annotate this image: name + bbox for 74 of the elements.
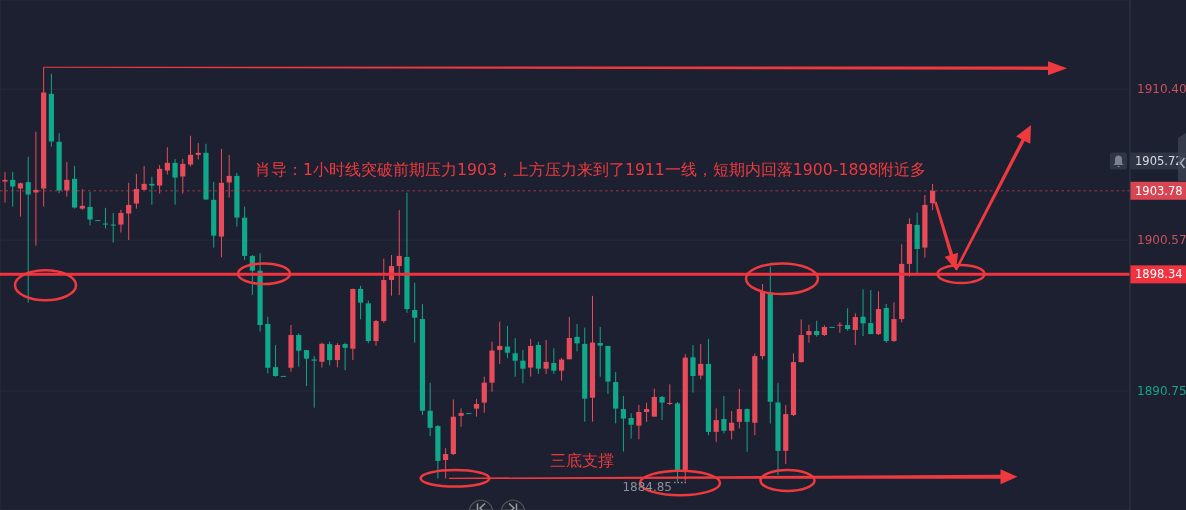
candlestick	[659, 395, 665, 421]
candlestick	[744, 407, 750, 453]
candlestick	[721, 395, 727, 434]
candlestick	[512, 337, 518, 378]
candlestick	[110, 212, 116, 244]
candlestick	[497, 321, 503, 365]
candlestick	[149, 176, 155, 206]
candlestick	[597, 326, 603, 378]
candlestick	[558, 357, 565, 382]
candlestick	[868, 289, 874, 335]
candlestick	[319, 342, 325, 368]
candlestick	[17, 181, 24, 218]
candlestick	[551, 347, 557, 375]
candlestick	[535, 341, 541, 375]
candlestick	[458, 407, 464, 428]
candlestick	[837, 321, 843, 334]
candlestick	[373, 319, 379, 347]
candlestick	[713, 407, 719, 443]
candlestick	[342, 342, 348, 371]
candlestick	[311, 355, 317, 409]
candlestick	[698, 343, 704, 380]
candlestick	[651, 388, 657, 418]
candlestick	[357, 285, 364, 320]
candlestick	[860, 288, 866, 337]
candlestick	[528, 338, 534, 378]
candlestick	[543, 339, 549, 375]
candlestick	[164, 146, 170, 176]
candlestick	[327, 341, 333, 366]
annotation: 三底支撑	[550, 450, 614, 470]
candlestick	[644, 402, 650, 423]
candlestick	[25, 156, 31, 304]
candlestick	[133, 173, 140, 210]
candlestick	[2, 171, 8, 204]
candlestick	[844, 307, 851, 332]
candlestick	[180, 158, 186, 195]
y-tick-label: 1910.40	[1137, 82, 1186, 97]
candlestick	[729, 410, 735, 440]
y-tick-label: 1890.75	[1137, 384, 1186, 399]
ref-line-label: 1898.34	[1135, 267, 1183, 282]
candlestick	[272, 344, 279, 378]
candlestick	[187, 135, 194, 168]
candlestick	[87, 191, 93, 227]
candlestick	[427, 382, 433, 437]
candlestick	[126, 182, 132, 241]
candlestick	[443, 447, 449, 480]
candlestick	[303, 349, 310, 387]
candlestick	[412, 282, 418, 344]
candlestick	[566, 316, 572, 360]
candlestick	[520, 349, 526, 384]
candlestick	[141, 165, 147, 191]
candlestick	[334, 342, 340, 368]
candlestick	[157, 164, 163, 195]
candlestick	[736, 388, 742, 429]
candlestick	[628, 412, 634, 440]
candlestick	[64, 161, 70, 197]
candlestick	[690, 344, 696, 394]
candlestick	[930, 183, 936, 211]
candlestick	[636, 404, 642, 440]
candlestick	[296, 332, 302, 368]
candlestick	[891, 301, 897, 343]
text: 1905.72	[1135, 154, 1183, 169]
annotation: 肖导：1小时线突破前期压力1903，上方压力来到了1911一线，短期内回落1900-1898附近多	[255, 159, 927, 179]
candlestick	[481, 376, 487, 414]
candlestick	[504, 325, 511, 359]
candlestick	[852, 312, 858, 346]
candlestick	[79, 188, 85, 211]
candlestick	[172, 158, 178, 206]
candlestick	[806, 324, 812, 344]
candlestick	[574, 323, 580, 352]
candlestick	[396, 209, 402, 296]
y-tick-label: 1900.57	[1137, 233, 1186, 248]
candlestick	[620, 395, 627, 453]
ref-line-label: 1903.78	[1135, 183, 1183, 198]
candlestick	[118, 209, 124, 234]
